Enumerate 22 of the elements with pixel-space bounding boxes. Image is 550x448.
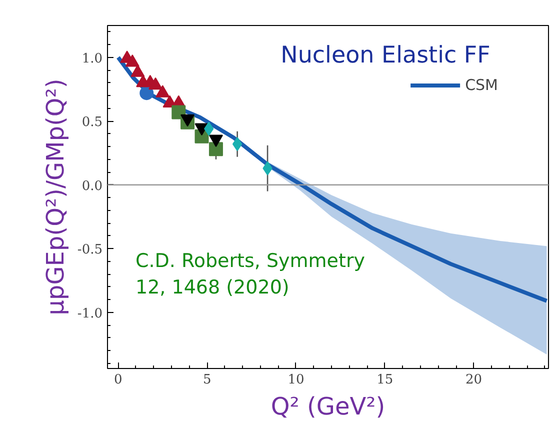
point xyxy=(140,86,154,100)
y-axis-title: μpGEp(Q²)/GMp(Q²) xyxy=(41,78,70,316)
point xyxy=(208,142,223,156)
point xyxy=(156,85,170,98)
x-tick-label: 10 xyxy=(288,372,304,388)
y-tick-label: 1.0 xyxy=(82,51,103,66)
legend-label: CSM xyxy=(465,76,498,94)
x-tick-label: 15 xyxy=(376,372,394,388)
y-tick-label: 0.0 xyxy=(82,178,103,194)
point xyxy=(232,137,242,152)
annotation: C.D. Roberts, Symmetry 12, 1468 (2020) xyxy=(136,250,365,298)
y-tick-label: -1.0 xyxy=(77,306,103,322)
point xyxy=(148,77,163,90)
x-tick-label: 5 xyxy=(202,372,212,388)
y-tick-label: -0.5 xyxy=(77,242,103,258)
x-axis-title: Q² (GeV²) xyxy=(270,392,386,420)
x-tick-label: 20 xyxy=(466,372,482,388)
point xyxy=(125,54,140,67)
text: Nucleon Elastic FF xyxy=(280,42,490,68)
y-tick-label: 0.5 xyxy=(82,115,103,130)
point xyxy=(130,64,145,77)
x-tick-label: 0 xyxy=(114,372,122,388)
